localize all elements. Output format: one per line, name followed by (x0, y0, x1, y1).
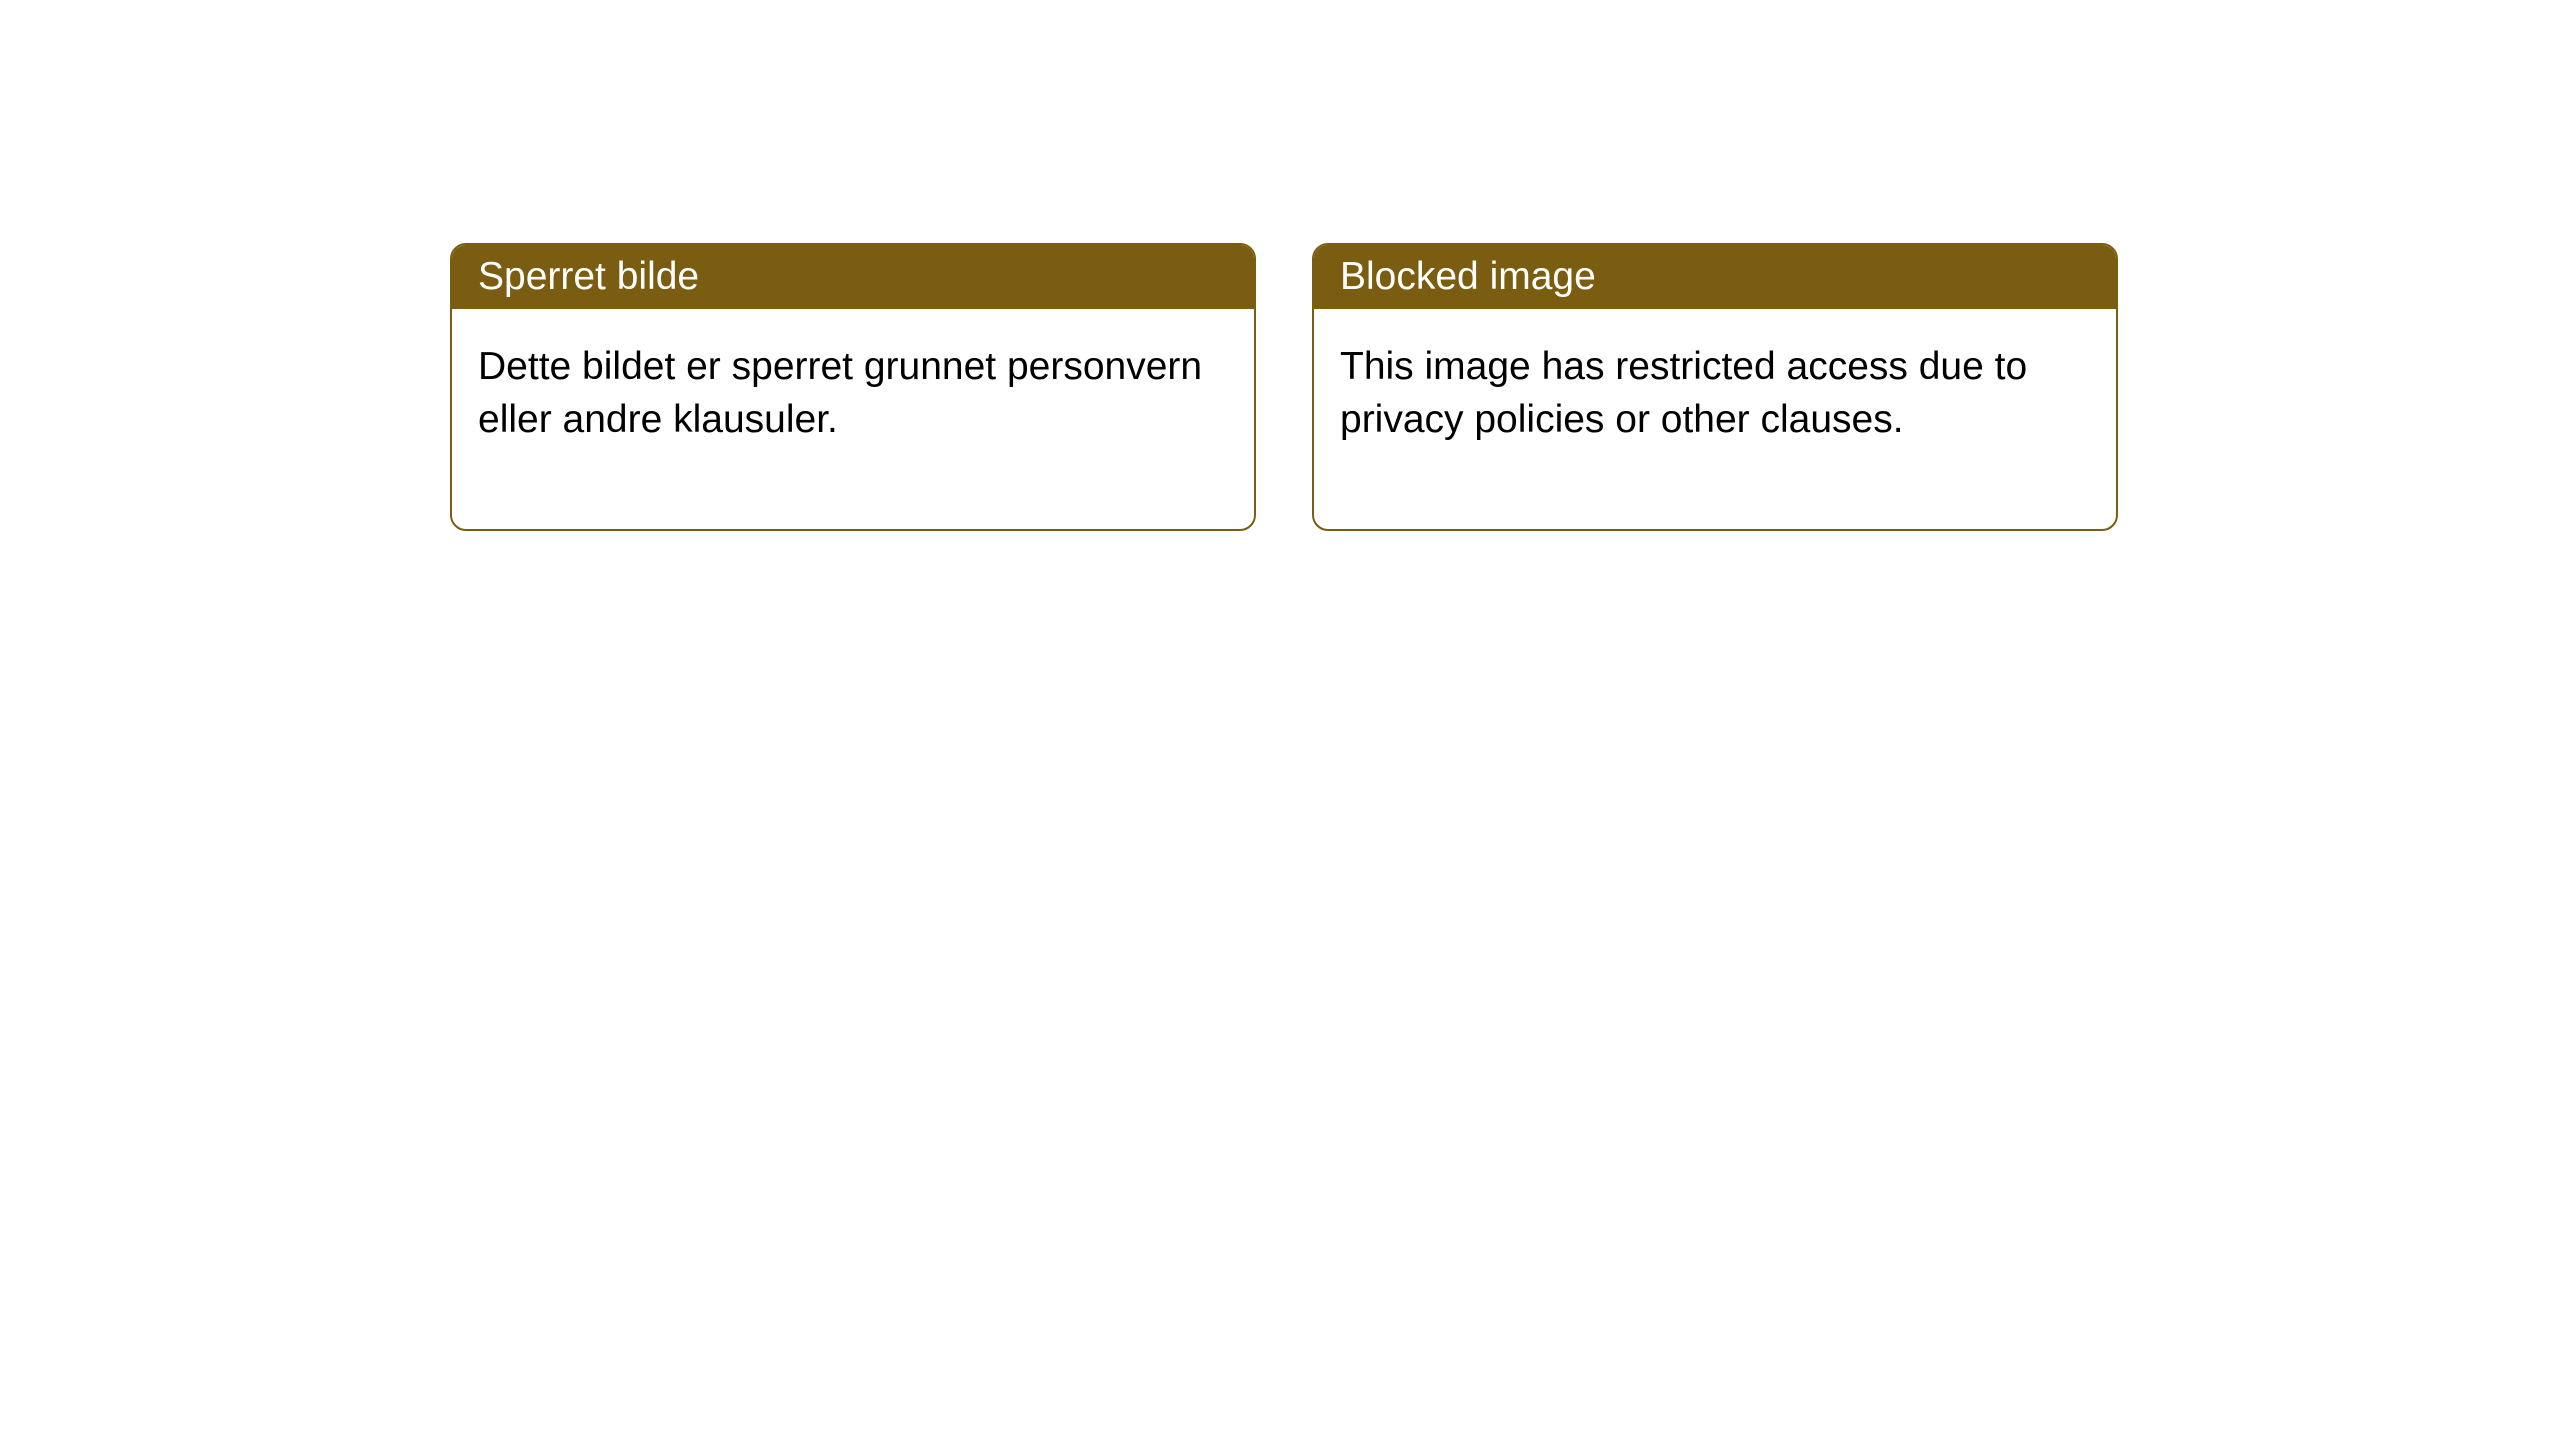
notice-title: Sperret bilde (478, 255, 699, 298)
notice-title: Blocked image (1340, 255, 1596, 298)
notice-body: This image has restricted access due to … (1314, 309, 2116, 529)
notice-box-english: Blocked image This image has restricted … (1312, 243, 2118, 531)
notice-box-norwegian: Sperret bilde Dette bildet er sperret gr… (450, 243, 1256, 531)
notice-container: Sperret bilde Dette bildet er sperret gr… (450, 243, 2118, 531)
notice-header: Sperret bilde (452, 245, 1254, 309)
notice-body-text: This image has restricted access due to … (1340, 345, 2027, 441)
notice-header: Blocked image (1314, 245, 2116, 309)
notice-body-text: Dette bildet er sperret grunnet personve… (478, 345, 1202, 441)
notice-body: Dette bildet er sperret grunnet personve… (452, 309, 1254, 529)
